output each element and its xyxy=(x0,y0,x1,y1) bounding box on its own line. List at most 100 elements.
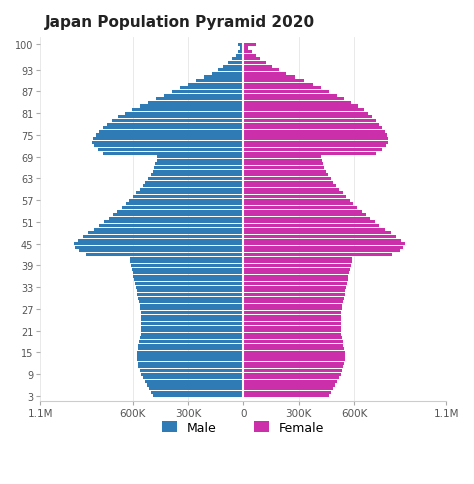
Bar xyxy=(243,94,337,97)
Bar xyxy=(243,51,252,54)
Bar xyxy=(137,358,243,362)
Bar xyxy=(243,170,326,173)
Bar xyxy=(243,105,358,108)
Bar xyxy=(141,315,243,318)
Bar xyxy=(236,55,243,58)
Bar xyxy=(139,304,243,307)
Bar xyxy=(147,384,243,387)
Bar xyxy=(139,105,243,108)
Bar xyxy=(218,69,243,72)
Bar xyxy=(96,134,243,137)
Bar xyxy=(112,120,243,123)
Bar xyxy=(243,217,370,220)
Bar xyxy=(243,116,373,119)
Bar xyxy=(138,297,243,300)
Bar xyxy=(243,351,345,354)
Bar xyxy=(243,279,347,282)
Bar xyxy=(121,207,243,210)
Bar xyxy=(243,297,344,300)
Bar xyxy=(243,301,343,303)
Bar xyxy=(172,91,243,94)
Bar xyxy=(243,185,336,188)
Bar xyxy=(243,246,403,249)
Bar xyxy=(137,351,243,354)
Bar xyxy=(138,344,243,347)
Bar xyxy=(243,87,321,90)
Bar xyxy=(243,138,388,141)
Bar xyxy=(243,387,333,391)
Bar xyxy=(243,355,346,358)
Bar xyxy=(243,239,401,242)
Bar xyxy=(240,47,243,50)
Bar xyxy=(139,301,243,303)
Bar xyxy=(153,170,243,173)
Bar xyxy=(133,272,243,274)
Bar xyxy=(243,84,313,87)
Bar xyxy=(94,228,243,231)
Bar xyxy=(243,257,352,260)
Bar xyxy=(243,369,342,372)
Bar xyxy=(243,91,329,94)
Bar xyxy=(92,141,243,144)
Bar xyxy=(126,203,243,206)
Bar xyxy=(243,58,260,61)
Bar xyxy=(243,178,330,181)
Bar xyxy=(148,102,243,105)
Bar xyxy=(135,279,243,282)
Bar xyxy=(243,214,366,217)
Bar xyxy=(140,337,243,340)
Bar xyxy=(243,391,330,394)
Bar xyxy=(156,98,243,101)
Bar xyxy=(243,145,386,148)
Bar xyxy=(94,145,243,148)
Bar xyxy=(138,365,243,369)
Bar xyxy=(141,318,243,322)
Bar xyxy=(134,275,243,278)
Bar xyxy=(100,225,243,227)
Bar xyxy=(243,123,380,126)
Bar xyxy=(243,127,383,130)
Bar xyxy=(243,286,346,289)
Bar xyxy=(104,221,243,224)
Bar xyxy=(243,318,340,322)
Bar xyxy=(243,76,295,79)
Bar xyxy=(146,181,243,184)
Bar xyxy=(98,149,243,151)
Bar xyxy=(107,123,243,126)
Bar xyxy=(78,239,243,242)
Bar xyxy=(243,293,345,296)
Bar xyxy=(243,62,266,65)
Bar xyxy=(243,333,341,336)
Bar xyxy=(243,340,343,343)
Bar xyxy=(243,272,349,274)
Bar xyxy=(140,308,243,311)
Bar xyxy=(141,311,243,315)
Bar xyxy=(139,188,243,192)
Bar xyxy=(243,348,344,350)
Bar xyxy=(243,109,364,112)
Bar xyxy=(138,362,243,365)
Bar xyxy=(243,134,387,137)
Bar xyxy=(243,163,323,166)
Bar xyxy=(109,217,243,220)
Bar xyxy=(243,289,346,293)
Bar xyxy=(243,225,380,227)
Bar xyxy=(243,181,333,184)
Bar xyxy=(151,391,243,394)
Bar xyxy=(243,377,339,379)
Bar xyxy=(83,235,243,239)
Bar xyxy=(93,138,243,141)
Bar xyxy=(243,337,342,340)
Bar xyxy=(180,87,243,90)
Bar xyxy=(243,80,304,83)
Bar xyxy=(204,76,243,79)
Bar xyxy=(131,264,243,268)
Bar xyxy=(223,65,243,69)
Bar xyxy=(243,210,362,213)
Bar xyxy=(132,109,243,112)
Bar xyxy=(243,304,342,307)
Bar xyxy=(157,156,243,159)
Bar xyxy=(243,196,346,199)
Bar xyxy=(243,159,322,163)
Bar xyxy=(243,47,248,50)
